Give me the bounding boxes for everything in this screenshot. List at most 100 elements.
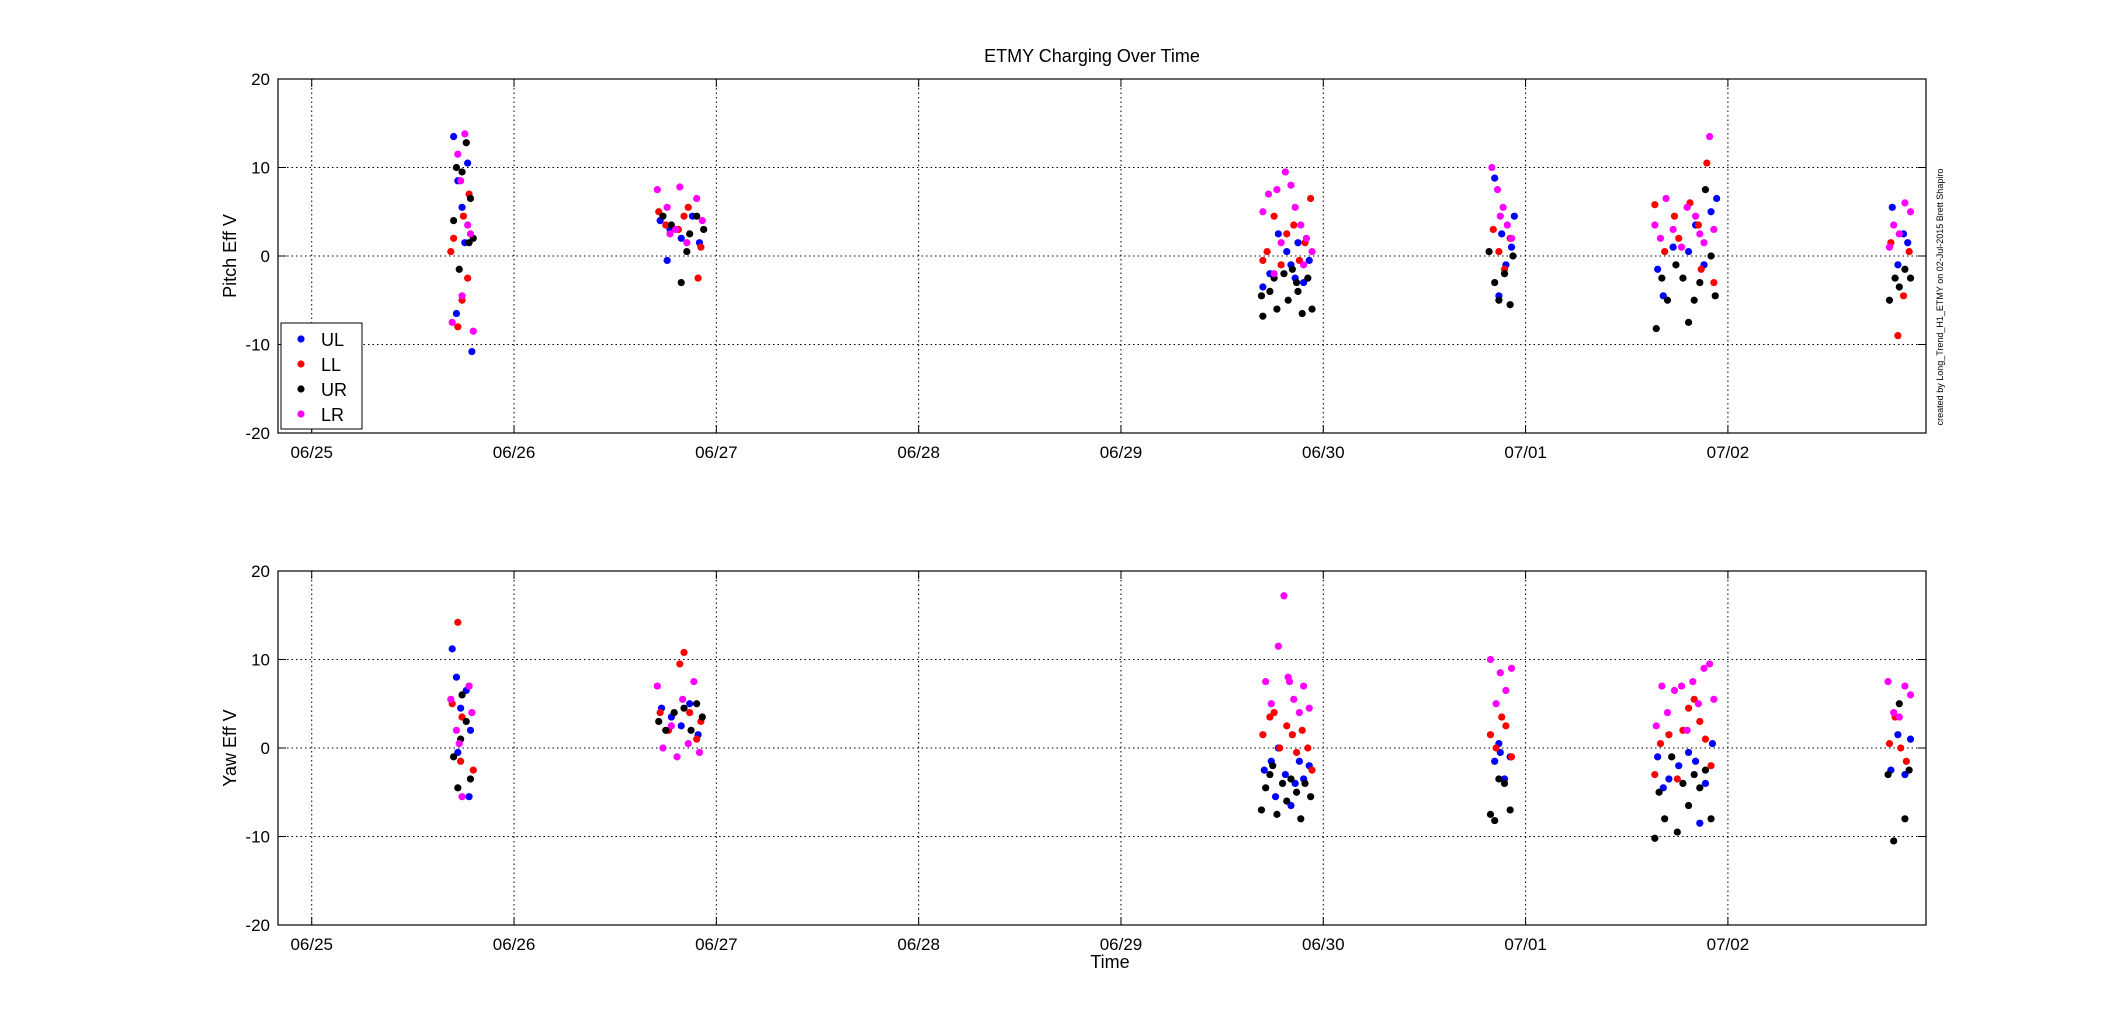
panel-1-x-tick-label: 06/27 (695, 443, 738, 462)
panel-2-point-ur (1895, 700, 1903, 708)
panel-1-point-lr (1302, 234, 1311, 242)
panel-1-legend-label-ul: UL (321, 330, 344, 350)
panel-2-point-lr (1694, 700, 1702, 708)
panel-2-point-ll (680, 648, 688, 657)
panel-1-legend-marker-ll (297, 360, 305, 368)
panel-1-point-ll (684, 203, 692, 211)
panel-2-point-lr (1683, 726, 1691, 734)
panel-1-point-lr (1499, 203, 1507, 211)
panel-2-point-ul (1894, 731, 1902, 739)
panel-2-point-ur (680, 704, 688, 712)
panel-2-point-ll (1308, 766, 1316, 774)
panel-2-point-ul (1271, 793, 1280, 801)
panel-1-point-ur (1485, 247, 1493, 256)
panel-1-point-ur (1288, 265, 1296, 273)
panel-1-point-lr (1300, 261, 1308, 269)
panel-1-point-ur (1901, 265, 1909, 273)
panel-1-point-lr (1297, 221, 1305, 229)
panel-1-point-lr (663, 203, 671, 211)
panel-2-point-lr (667, 722, 675, 730)
panel-1-x-tick-label: 07/01 (1504, 443, 1547, 462)
panel-1-point-lr (1885, 243, 1894, 251)
panel-2-x-tick-label: 06/27 (695, 935, 738, 954)
panel-2-x-tick-label: 06/26 (493, 935, 536, 954)
panel-1-y-tick-label: -20 (245, 424, 270, 443)
panel-1-point-ur (1652, 324, 1660, 333)
panel-2-point-ll (1673, 775, 1681, 783)
panel-1-point-ll (454, 323, 462, 331)
panel-1-point-ul (1904, 239, 1912, 247)
panel-1-point-ur (700, 225, 708, 234)
panel-2-point-ul (1684, 748, 1693, 757)
panel-2-point-ll (693, 735, 701, 743)
panel-1-point-lr (1710, 225, 1718, 234)
panel-1-point-lr (1507, 234, 1516, 242)
panel-2-point-ll (1276, 744, 1284, 752)
panel-2-point-lr (1285, 678, 1294, 686)
panel-2-point-ur (1491, 816, 1499, 825)
panel-1-point-ur (450, 217, 458, 225)
panel-2-point-ur (1500, 779, 1509, 788)
panel-1-point-ul (677, 234, 685, 242)
panel-1-point-lr (1683, 203, 1691, 211)
panel-2-point-lr (468, 709, 476, 717)
panel-2-point-ll (1288, 731, 1296, 739)
panel-1-point-ll (1259, 256, 1267, 265)
panel-1-point-ll (1661, 247, 1669, 256)
panel-2-point-lr (1700, 664, 1708, 672)
panel-2-point-ll (1486, 731, 1495, 739)
panel-1-point-lr (653, 186, 661, 194)
panel-1-point-ur (693, 212, 701, 220)
panel-1-point-lr (1906, 208, 1915, 216)
panel-2-point-ll (686, 709, 694, 717)
panel-1-point-lr (1691, 212, 1700, 220)
panel-2-point-ur (1701, 766, 1710, 774)
panel-1-point-ur (1259, 312, 1267, 320)
panel-2-point-ur (1661, 815, 1669, 823)
panel-1-point-ur (455, 265, 463, 273)
panel-2-point-ur (1495, 775, 1503, 783)
panel-1-point-ur (1304, 274, 1312, 282)
panel-1-point-lr (1308, 247, 1316, 256)
panel-1-point-ur (458, 168, 466, 176)
panel-2-point-ur (1283, 797, 1291, 805)
panel-1-point-ul (1259, 283, 1267, 291)
panel-2-point-ul (448, 645, 456, 653)
panel-2-x-tick-label: 07/02 (1707, 935, 1750, 954)
panel-2-point-lr (465, 682, 473, 690)
panel-2-point-ur (1905, 766, 1913, 774)
panel-2-point-ll (1665, 731, 1673, 739)
panel-1-point-ul (663, 256, 671, 265)
panel-2-point-lr (1895, 713, 1903, 721)
panel-2-point-lr (1486, 655, 1495, 664)
panel-2-point-ur (1269, 762, 1277, 770)
panel-2-y-tick-label: 0 (261, 739, 270, 758)
panel-1-point-ll (447, 247, 455, 256)
panel-2-point-lr (1262, 678, 1270, 686)
panel-2-point-lr (1890, 709, 1898, 717)
panel-2-point-lr (1502, 686, 1510, 695)
panel-2-point-ur (655, 717, 663, 726)
panel-2-point-lr (1274, 642, 1282, 650)
panel-1-point-ur (452, 163, 461, 172)
panel-2-point-ul (1906, 735, 1915, 743)
panel-2-point-ul (1696, 819, 1704, 827)
panel-1-point-lr (1669, 225, 1677, 234)
panel-2-point-ur (466, 775, 475, 783)
panel-1-point-ur (677, 278, 685, 287)
panel-2-point-ll (1885, 739, 1894, 748)
panel-2-point-ll (1292, 748, 1301, 757)
panel-1-point-ur (1298, 309, 1306, 318)
panel-2-point-lr (1280, 592, 1288, 600)
panel-1-point-ul (452, 309, 461, 318)
panel-2-point-ur (1884, 770, 1892, 779)
panel-2-point-ul (1701, 779, 1710, 788)
panel-2-point-ul (1491, 757, 1499, 765)
panel-2-point-ur (1262, 784, 1270, 792)
panel-2-point-ll (1707, 762, 1715, 770)
panel-1-point-ul (1669, 243, 1677, 251)
panel-1-point-ll (1263, 247, 1271, 256)
panel-2-point-ur (1257, 806, 1266, 814)
panel-2-point-ll (1259, 731, 1267, 739)
panel-1-point-ur (1679, 274, 1687, 282)
